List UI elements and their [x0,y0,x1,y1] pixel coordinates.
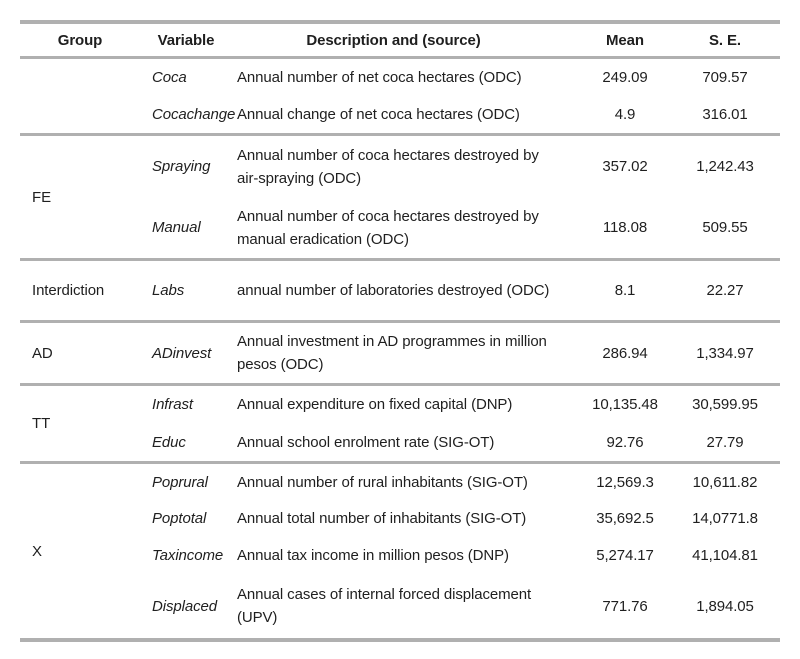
mean-cell: 35,692.5 [596,509,654,527]
variable-cell: Displaced [152,597,217,615]
table-section-ungrouped: Coca Annual number of net coca hectares … [20,59,780,133]
mean-cell: 357.02 [602,158,648,175]
table-row: Spraying Annual number of coca hectares … [140,136,780,197]
se-cell: 1,894.05 [696,597,754,615]
variable-cell: Labs [152,282,185,299]
mean-cell: 5,274.17 [596,546,654,564]
description-cell: Annual tax income in million pesos (DNP) [237,546,509,564]
mean-cell: 249.09 [602,69,648,86]
group-cell: AD [32,344,53,362]
variable-cell: Poptotal [152,509,207,527]
description-cell: Annual expenditure on fixed capital (DNP… [237,396,513,414]
description-cell: Annual number of net coca hectares (ODC) [237,69,522,86]
se-cell: 41,104.81 [692,546,758,564]
table-row: Poprural Annual number of rural inhabita… [140,464,780,500]
table-row: Manual Annual number of coca hectares de… [140,197,780,258]
header-description: Description and (source) [306,31,481,49]
group-cell: Interdiction [32,282,105,299]
description-cell: Annual total number of inhabitants (SIG-… [237,509,527,527]
variable-cell: Manual [152,219,201,236]
se-cell: 27.79 [706,433,744,451]
se-cell: 1,334.97 [696,344,754,362]
group-cell: TT [32,415,51,432]
variable-cell: Infrast [152,396,193,414]
variable-cell: Spraying [152,158,211,175]
mean-cell: 8.1 [614,282,636,299]
description-cell: Annual school enrolment rate (SIG-OT) [237,433,495,451]
table-row: Labs annual number of laboratories destr… [140,261,780,320]
table-section-x: X Poprural Annual number of rural inhabi… [20,461,780,638]
description-cell: annual number of laboratories destroyed … [237,282,550,299]
se-cell: 14,0771.8 [692,509,758,527]
se-cell: 10,611.82 [692,473,758,491]
description-cell: Annual number of rural inhabitants (SIG-… [237,473,528,491]
table-row: Cocachange Annual change of net coca hec… [140,96,780,133]
variable-cell: Educ [152,433,186,451]
variable-cell: Cocachange [152,106,236,123]
group-cell: X [32,542,42,560]
variables-summary-table: Group Variable Description and (source) … [20,20,780,642]
header-variable: Variable [157,31,215,49]
mean-cell: 286.94 [602,344,648,362]
table-header-row: Group Variable Description and (source) … [20,24,780,59]
table-row: Taxincome Annual tax income in million p… [140,536,780,574]
se-cell: 22.27 [706,282,744,299]
description-cell: Annual number of coca hectares destroyed… [237,207,539,248]
table-row: Poptotal Annual total number of inhabita… [140,500,780,536]
table-row: Educ Annual school enrolment rate (SIG-O… [140,424,780,462]
group-cell: FE [32,188,51,206]
header-group: Group [57,31,103,49]
variable-cell: Poprural [152,473,208,491]
table-section-ad: AD ADinvest Annual investment in AD prog… [20,320,780,383]
table-section-tt: TT Infrast Annual expenditure on fixed c… [20,383,780,461]
table-row: Coca Annual number of net coca hectares … [140,59,780,96]
table-row: ADinvest Annual investment in AD program… [140,323,780,383]
header-mean: Mean [606,31,644,49]
table-section-interdiction: Interdiction Labs annual number of labor… [20,258,780,320]
description-cell: Annual investment in AD programmes in mi… [237,333,547,373]
se-cell: 1,242.43 [696,158,754,175]
mean-cell: 118.08 [602,219,648,236]
mean-cell: 12,569.3 [596,473,654,491]
table-section-fe: FE Spraying Annual number of coca hectar… [20,133,780,258]
header-se: S. E. [708,31,741,49]
mean-cell: 771.76 [602,597,648,615]
mean-cell: 4.9 [614,106,636,123]
se-cell: 30,599.95 [692,396,758,414]
variable-cell: Coca [152,69,187,86]
se-cell: 316.01 [702,106,748,123]
group-cell [20,59,140,133]
se-cell: 509.55 [702,219,748,236]
description-cell: Annual cases of internal forced displace… [237,586,532,626]
table-row: Displaced Annual cases of internal force… [140,574,780,638]
description-cell: Annual number of coca hectares destroyed… [237,146,539,187]
mean-cell: 10,135.48 [592,396,658,414]
variable-cell: Taxincome [152,546,224,564]
mean-cell: 92.76 [606,433,644,451]
se-cell: 709.57 [702,69,748,86]
variable-cell: ADinvest [152,344,212,362]
table-row: Infrast Annual expenditure on fixed capi… [140,386,780,424]
description-cell: Annual change of net coca hectares (ODC) [237,106,520,123]
